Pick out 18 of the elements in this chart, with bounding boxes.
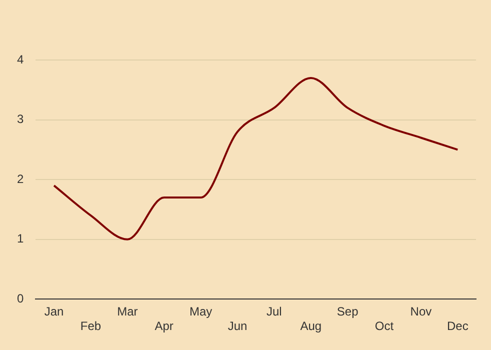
x-tick-label: Jan (44, 304, 64, 319)
x-tick-label: Dec (446, 319, 468, 334)
y-tick-label: 4 (16, 52, 24, 66)
x-tick-label: Feb (80, 319, 102, 334)
x-tick-label: Nov (410, 304, 432, 319)
y-tick-label: 2 (16, 172, 24, 186)
x-tick-label: Sep (336, 304, 359, 319)
x-tick-label: Apr (154, 319, 174, 334)
x-tick-label: Oct (374, 319, 394, 334)
x-tick-label: Jul (266, 304, 282, 319)
x-tick-label: May (189, 304, 212, 319)
y-tick-label: 1 (16, 232, 24, 246)
line-series (53, 76, 459, 240)
x-tick-label: Aug (300, 319, 322, 334)
y-tick-label: 3 (16, 112, 24, 126)
x-tick-label: Jun (228, 319, 248, 334)
x-tick-label: Mar (117, 304, 138, 319)
y-tick-label: 0 (16, 292, 24, 306)
